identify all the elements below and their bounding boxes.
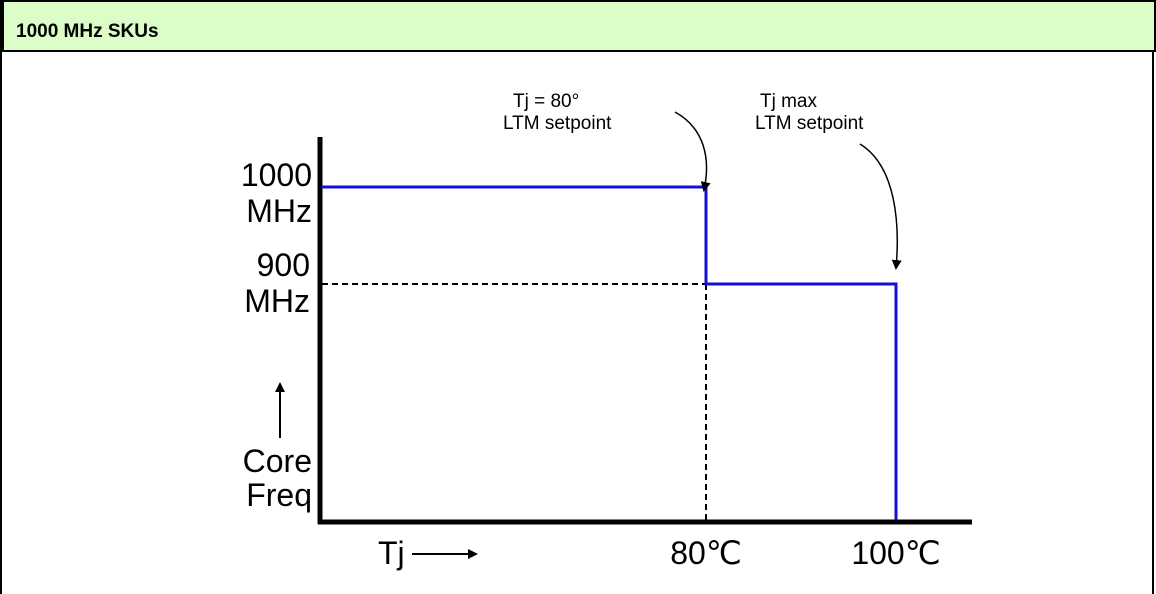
x-tick-100c: 100℃ [851,535,940,571]
annotation-tjmax-line2: LTM setpoint [755,113,864,134]
y-axis-label-core: Core [243,443,312,479]
x-tick-80c: 80℃ [670,535,742,571]
y-label-900-unit: MHz [244,283,310,319]
annotation-80c-pointer [674,111,711,192]
annotation-80c-line2: LTM setpoint [503,113,612,134]
annotation-tjmax-line1: Tj max [760,91,818,112]
annotation-tjmax-pointer [859,143,902,270]
x-axis-label-tj: Tj [378,535,405,571]
y-label-1000-unit: MHz [246,193,312,229]
annotation-80c-line1: Tj = 80° [513,91,579,112]
y-label-1000: 1000 [241,157,312,193]
figure-header: 1000 MHz SKUs [2,0,1156,52]
y-axis-label-freq: Freq [246,477,312,513]
figure-title: 1000 MHz SKUs [16,21,159,42]
y-label-900: 900 [257,247,310,283]
frequency-trace [322,185,898,520]
